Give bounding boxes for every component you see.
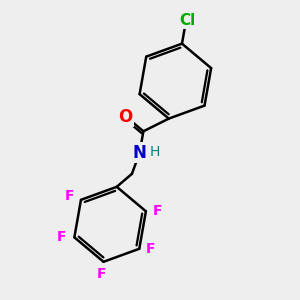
Text: F: F <box>57 230 66 244</box>
Text: F: F <box>64 189 74 203</box>
Text: O: O <box>118 108 133 126</box>
Text: H: H <box>150 145 160 159</box>
Text: F: F <box>97 267 106 281</box>
Text: F: F <box>146 242 156 256</box>
Text: N: N <box>133 144 147 162</box>
Text: Cl: Cl <box>179 13 195 28</box>
Text: F: F <box>153 204 162 218</box>
